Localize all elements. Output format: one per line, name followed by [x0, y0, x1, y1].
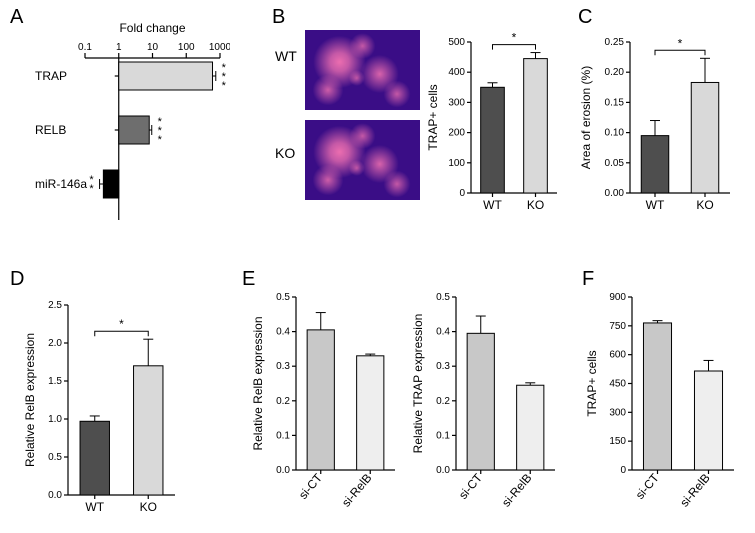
chartD-cat: WT — [85, 500, 104, 514]
chartB-ytick: 400 — [448, 67, 465, 78]
chartE2-bar — [467, 333, 494, 470]
chartD-bar — [134, 366, 163, 495]
panel-a-xtick: 100 — [178, 42, 195, 53]
chartD-ytick: 2.0 — [48, 338, 62, 349]
chartB-ytitle: TRAP+ cells — [426, 84, 440, 150]
chartB-ytick: 100 — [448, 158, 465, 169]
chartC-ytick: 0.05 — [605, 158, 625, 169]
chartE2-cat: si-RelB — [499, 471, 535, 510]
panel-f-chart: 0 150 300 450 600 750 900 TRAP+ cells si-CT si-Re… — [582, 285, 742, 525]
chartF-ytick: 300 — [609, 407, 626, 418]
chartB-bar — [524, 59, 548, 193]
chartE1-ytick: 0.2 — [276, 396, 290, 407]
panel-a-bar — [119, 62, 213, 90]
panel-b-ko-text: KO — [275, 145, 295, 161]
chartF-ytitle: TRAP+ cells — [585, 350, 599, 416]
chartC-bar — [641, 136, 669, 193]
chartE1-cat: si-CT — [296, 470, 326, 501]
chartD-bar — [80, 421, 109, 495]
chartC-sig: * — [678, 36, 683, 50]
panel-c-chart: 0.00 0.05 0.10 0.15 0.20 0.25 Area of erosion … — [578, 20, 738, 215]
panel-a-xtick: 1 — [116, 42, 122, 53]
chartD-ytick: 1.5 — [48, 376, 62, 387]
panel-a-xtitle: Fold change — [119, 21, 185, 35]
chartF-cat: si-CT — [633, 470, 663, 501]
panel-a-cat: RELB — [35, 123, 66, 137]
chartE2-ytick: 0.5 — [436, 292, 450, 303]
chartD-ytick: 0.0 — [48, 490, 62, 501]
chartE1-ytick: 0.4 — [276, 327, 290, 338]
chartC-ytick: 0.25 — [605, 37, 625, 48]
panel-a-sig: * — [158, 134, 163, 146]
panel-a-sig: * — [222, 80, 227, 92]
chartE2-ytick: 0.4 — [436, 327, 450, 338]
chartD-cat: KO — [140, 500, 157, 514]
chartB-cat: WT — [483, 198, 502, 212]
panel-a-xtick: 1000 — [209, 42, 230, 53]
panel-a-label: A — [10, 6, 23, 29]
chartC-ytick: 0.00 — [605, 188, 625, 199]
panel-a-xtick: 10 — [147, 42, 159, 53]
chartE2-ytitle: Relative TRAP expression — [411, 314, 425, 454]
panel-d-chart: 0.0 0.5 1.0 1.5 2.0 2.5 Relative RelB expressi… — [18, 285, 183, 525]
chartE2-cat: si-CT — [456, 470, 486, 501]
chartF-ytick: 900 — [609, 292, 626, 303]
chartE2-ytick: 0.0 — [436, 465, 450, 476]
chartC-ytick: 0.10 — [605, 128, 625, 139]
panel-b-wt-text: WT — [275, 48, 297, 64]
panel-a-chart: 0.11101001000Fold changeTRAP***RELB***mi… — [30, 18, 230, 238]
panel-a-sig: * — [89, 183, 94, 195]
chartC-cat: KO — [696, 198, 713, 212]
chartF-ytick: 0 — [620, 465, 626, 476]
panel-a-cat: TRAP — [35, 69, 67, 83]
chartE2-ytick: 0.1 — [436, 430, 450, 441]
chartC-ytitle: Area of erosion (%) — [579, 66, 593, 169]
chartE1-bar — [357, 356, 384, 470]
panel-a-xtick: 0.1 — [78, 42, 92, 53]
chartD-sig: * — [119, 317, 124, 331]
chartE1-ytitle: Relative RelB expression — [251, 316, 265, 450]
chartF-cat: si-RelB — [677, 471, 713, 510]
panel-b-label: B — [272, 6, 285, 29]
chartB-ytick: 200 — [448, 128, 465, 139]
chartE1-ytick: 0.1 — [276, 430, 290, 441]
chartB-ytick: 300 — [448, 97, 465, 108]
chartE1-cat: si-RelB — [339, 471, 375, 510]
chartD-ytick: 2.5 — [48, 300, 62, 311]
chartE1-bar — [307, 330, 334, 470]
panel-a-cat: miR-146a — [35, 177, 87, 191]
chartD-ytick: 1.0 — [48, 414, 62, 425]
panel-b-image-wt — [305, 30, 420, 110]
chartB-sig: * — [512, 31, 517, 45]
chartD-ytick: 0.5 — [48, 452, 62, 463]
chartF-ytick: 600 — [609, 350, 626, 361]
panel-a-bar — [119, 116, 149, 144]
chartE2-ytick: 0.2 — [436, 396, 450, 407]
chartE1-ytick: 0.0 — [276, 465, 290, 476]
chartE1-ytick: 0.3 — [276, 361, 290, 372]
chartE2-ytick: 0.3 — [436, 361, 450, 372]
panel-e-chart-right: 0.0 0.1 0.2 0.3 0.4 0.5 Relative TRAP expressi… — [408, 285, 563, 525]
panel-e-chart-left: 0.0 0.1 0.2 0.3 0.4 0.5 Relative RelB expressi… — [248, 285, 403, 525]
chartB-ytick: 500 — [448, 37, 465, 48]
chartF-bar — [694, 371, 722, 470]
chartB-bar — [481, 87, 505, 193]
chartF-ytick: 150 — [609, 436, 626, 447]
chartD-ytitle: Relative RelB expression — [23, 333, 37, 467]
chartE2-bar — [517, 385, 544, 470]
panel-b-chart: 0 100 200 300 400 500 TRAP+ cells WT KO * — [425, 20, 565, 215]
chartC-bar — [691, 82, 719, 193]
chartE1-ytick: 0.5 — [276, 292, 290, 303]
panel-b-image-ko — [305, 120, 420, 200]
chartC-ytick: 0.15 — [605, 97, 625, 108]
chartF-ytick: 450 — [609, 379, 626, 390]
chartB-ytick: 0 — [459, 188, 465, 199]
chartC-ytick: 0.20 — [605, 67, 625, 78]
chartC-cat: WT — [646, 198, 665, 212]
chartF-ytick: 750 — [609, 321, 626, 332]
chartF-bar — [643, 323, 671, 470]
chartB-cat: KO — [527, 198, 544, 212]
